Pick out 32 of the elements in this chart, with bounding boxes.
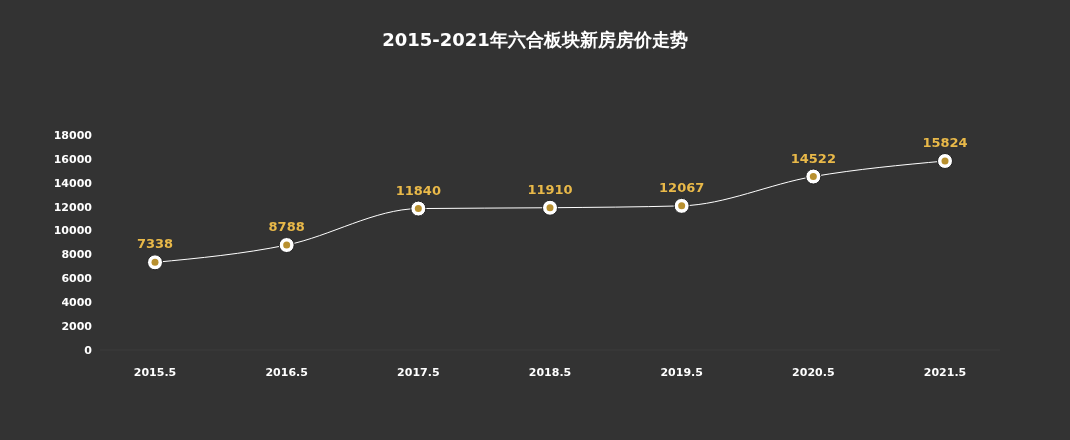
x-tick-label: 2015.5 <box>133 365 177 379</box>
y-tick-label: 2000 <box>61 320 93 334</box>
data-label: 11840 <box>395 182 441 198</box>
data-label: 7338 <box>136 236 174 252</box>
x-tick-label: 2021.5 <box>923 365 967 379</box>
point <box>147 254 163 271</box>
point <box>542 199 558 216</box>
chart-title: 2015-2021年六合板块新房房价走势 <box>381 28 689 52</box>
x-tick-label: 2016.5 <box>265 365 308 379</box>
point <box>805 168 822 185</box>
y-tick-label: 10000 <box>53 224 93 238</box>
point <box>278 237 295 254</box>
data-label: 15824 <box>922 134 968 150</box>
y-tick-label: 12000 <box>53 200 93 214</box>
x-tick-label: 2018.5 <box>528 365 572 379</box>
x-tick-label: 2017.5 <box>397 365 440 379</box>
data-label: 14522 <box>790 150 836 166</box>
y-tick-label: 6000 <box>61 272 93 286</box>
y-tick-label: 0 <box>84 343 93 357</box>
data-label: 12067 <box>659 179 705 195</box>
y-tick-label: 16000 <box>53 152 93 166</box>
x-tick-label: 2020.5 <box>792 365 835 379</box>
point <box>410 200 427 217</box>
y-tick-label: 14000 <box>53 176 93 190</box>
x-tick-label: 2019.5 <box>660 365 703 379</box>
point <box>673 197 690 214</box>
data-label: 11910 <box>527 181 573 197</box>
y-tick-label: 4000 <box>61 296 93 310</box>
data-label: 8788 <box>268 219 305 235</box>
y-tick-label: 8000 <box>61 248 93 262</box>
point <box>937 152 953 169</box>
y-tick-label: 18000 <box>53 128 93 142</box>
